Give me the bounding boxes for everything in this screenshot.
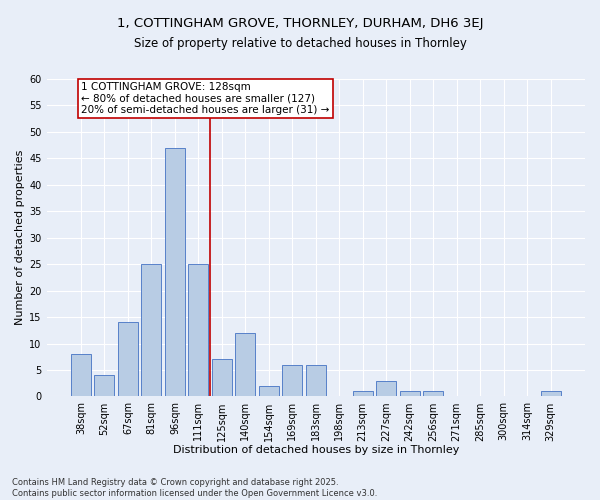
- Text: Size of property relative to detached houses in Thornley: Size of property relative to detached ho…: [134, 38, 466, 51]
- Bar: [283, 364, 302, 396]
- Bar: [118, 322, 138, 396]
- Bar: [212, 360, 232, 397]
- Y-axis label: Number of detached properties: Number of detached properties: [15, 150, 25, 326]
- Bar: [259, 386, 279, 396]
- Bar: [306, 364, 326, 396]
- Bar: [165, 148, 185, 396]
- X-axis label: Distribution of detached houses by size in Thornley: Distribution of detached houses by size …: [173, 445, 459, 455]
- Bar: [94, 376, 115, 396]
- Bar: [400, 391, 419, 396]
- Text: Contains HM Land Registry data © Crown copyright and database right 2025.
Contai: Contains HM Land Registry data © Crown c…: [12, 478, 377, 498]
- Bar: [541, 391, 560, 396]
- Bar: [353, 391, 373, 396]
- Text: 1 COTTINGHAM GROVE: 128sqm
← 80% of detached houses are smaller (127)
20% of sem: 1 COTTINGHAM GROVE: 128sqm ← 80% of deta…: [82, 82, 330, 115]
- Bar: [376, 380, 396, 396]
- Text: 1, COTTINGHAM GROVE, THORNLEY, DURHAM, DH6 3EJ: 1, COTTINGHAM GROVE, THORNLEY, DURHAM, D…: [117, 18, 483, 30]
- Bar: [188, 264, 208, 396]
- Bar: [235, 333, 256, 396]
- Bar: [71, 354, 91, 397]
- Bar: [423, 391, 443, 396]
- Bar: [142, 264, 161, 396]
